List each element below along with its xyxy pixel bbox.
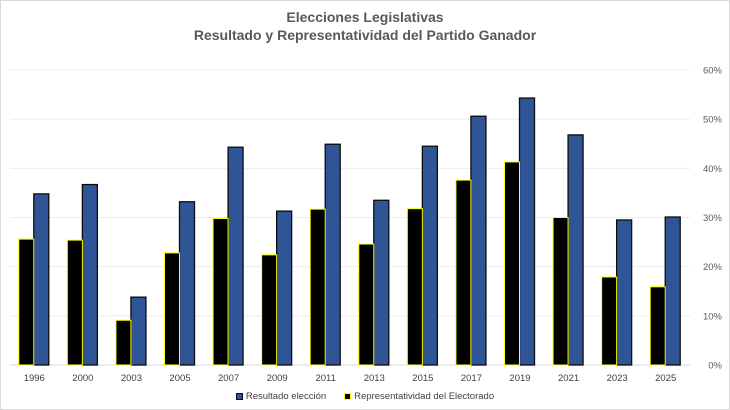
bar-resultado-2017 (470, 115, 487, 366)
bar-representatividad-1996 (18, 238, 35, 366)
x-tick-label: 2021 (558, 373, 579, 384)
legend-label-representatividad: Representatividad del Electorado (354, 391, 495, 402)
bar-resultado-2009 (275, 210, 293, 366)
y-tick-label: 0% (708, 361, 722, 372)
x-tick-label: 2005 (169, 373, 190, 384)
x-tick-label: 2017 (461, 373, 482, 384)
bar-representatividad-2013 (358, 243, 375, 366)
x-tick-label: 2009 (267, 373, 288, 384)
bar-representatividad-2017 (455, 179, 472, 366)
bar-resultado-2019 (518, 97, 536, 366)
y-tick-label: 60% (703, 66, 723, 77)
y-tick-label: 30% (703, 213, 723, 224)
y-tick-label: 20% (703, 262, 723, 273)
legend-swatch-black (344, 393, 352, 400)
x-tick-label: 2023 (607, 373, 628, 384)
x-tick-label: 2011 (315, 373, 335, 384)
x-tick-label: 2019 (509, 373, 530, 384)
bar-resultado-2013 (373, 199, 390, 366)
x-tick-label: 1996 (24, 373, 45, 384)
bar-representatividad-2009 (261, 254, 278, 366)
y-tick-label: 10% (703, 311, 723, 322)
bar-representatividad-2019 (504, 161, 520, 366)
legend-item-representatividad: Representatividad del Electorado (344, 391, 494, 402)
y-tick-label: 50% (703, 115, 723, 126)
legend-label-resultado: Resultado elección (245, 391, 327, 402)
legend: Resultado elección Representatividad del… (0, 391, 730, 402)
bar-representatividad-2023 (601, 276, 618, 366)
x-tick-label: 2013 (364, 373, 385, 384)
chart-subtitle: Resultado y Representatividad del Partid… (193, 27, 537, 43)
bar-representatividad-2025 (649, 286, 666, 366)
x-tick-label: 2007 (218, 373, 239, 384)
chart-title: Elecciones Legislativas (286, 9, 444, 25)
x-tick-label: 2015 (412, 373, 433, 384)
x-tick-label: 2000 (72, 373, 93, 384)
bar-representatividad-2003 (115, 319, 132, 366)
bar-representatividad-2000 (66, 239, 83, 366)
legend-item-resultado: Resultado elección (235, 391, 327, 402)
x-tick-label: 2003 (121, 373, 142, 384)
bar-resultado-2025 (664, 216, 681, 366)
bar-representatividad-2005 (164, 252, 180, 366)
bar-resultado-2000 (81, 183, 99, 366)
x-tick-label: 2025 (655, 373, 676, 384)
bar-resultado-2015 (421, 145, 439, 366)
bar-resultado-2011 (324, 143, 341, 366)
bar-representatividad-2011 (309, 208, 326, 366)
legend-swatch-blue (235, 393, 243, 400)
bar-resultado-2007 (227, 146, 244, 366)
bar-representatividad-2015 (406, 208, 423, 366)
bar-resultado-2003 (130, 296, 147, 366)
y-tick-label: 40% (703, 164, 723, 175)
bar-resultado-2021 (567, 134, 584, 366)
bar-representatividad-2007 (212, 217, 229, 366)
bar-resultado-2005 (178, 201, 196, 366)
bar-resultado-1996 (33, 193, 50, 366)
bar-resultado-2023 (615, 219, 633, 366)
bar-representatividad-2021 (552, 217, 569, 366)
